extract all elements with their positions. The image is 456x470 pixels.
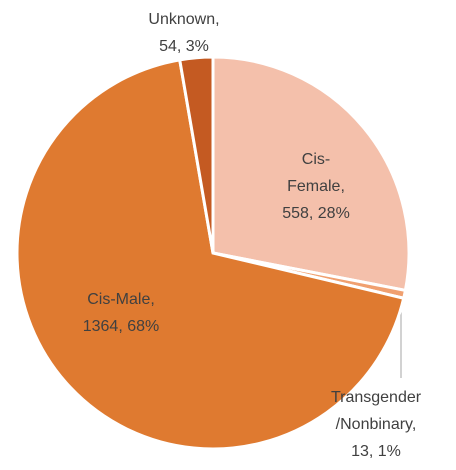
pie-slice xyxy=(211,55,411,293)
data-label: Female, xyxy=(287,178,345,195)
data-label: 54, 3% xyxy=(159,38,209,55)
pie-slice xyxy=(15,58,406,451)
data-label: /Nonbinary, xyxy=(336,416,417,433)
pie-slice xyxy=(177,55,215,254)
data-label: 13, 1% xyxy=(351,443,401,460)
data-label: Unknown, xyxy=(148,11,219,28)
data-label: 1364, 68% xyxy=(83,318,160,335)
data-label: Cis-Male, xyxy=(87,291,155,308)
data-label: Transgender xyxy=(331,389,422,406)
data-label: Cis- xyxy=(302,151,330,168)
data-label: 558, 28% xyxy=(282,205,350,222)
